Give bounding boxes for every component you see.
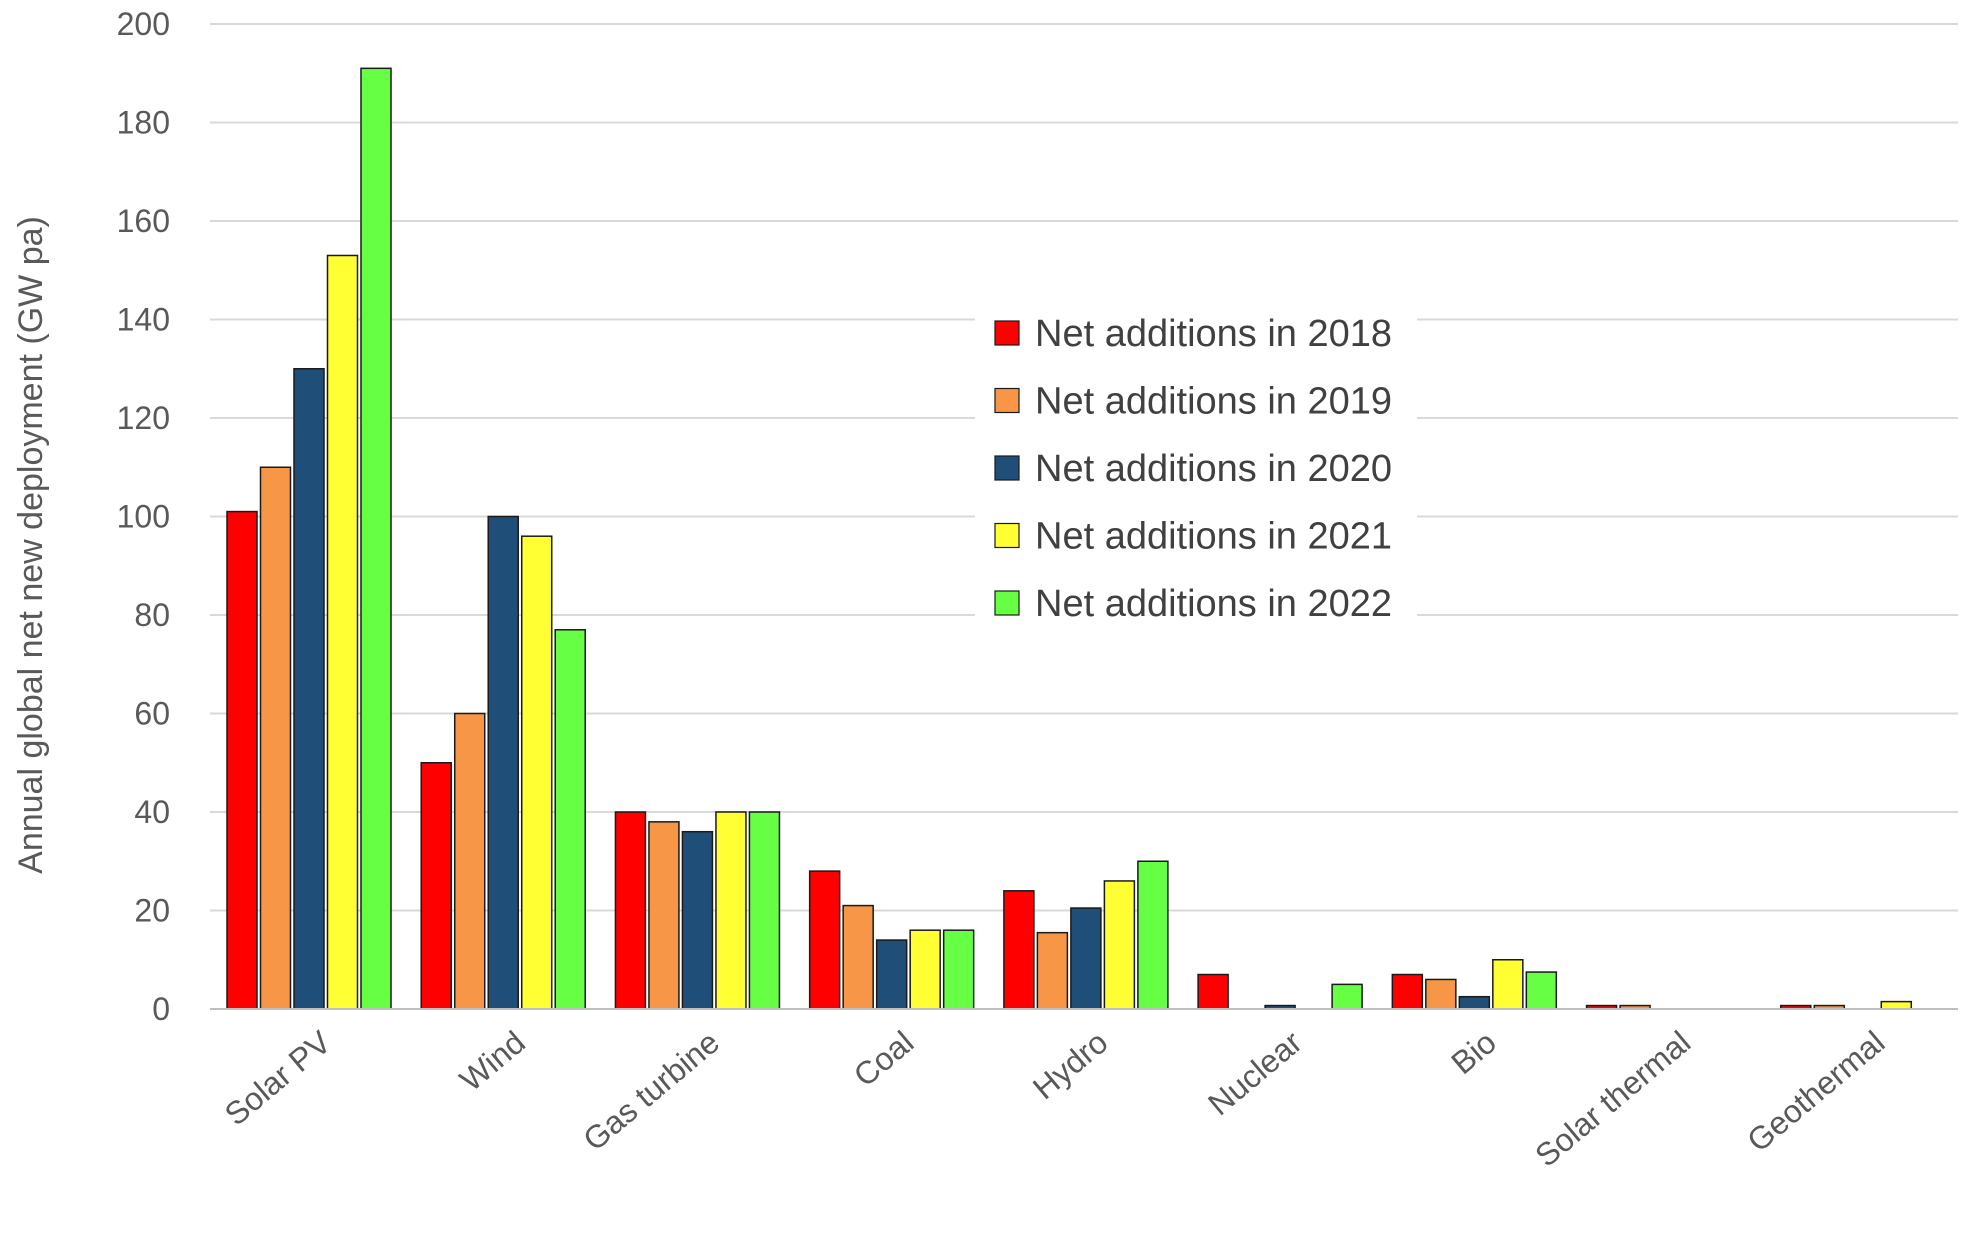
bar-wind-2018 [420, 762, 452, 1010]
bar-hydro-2022 [1137, 860, 1169, 1010]
legend-swatch [994, 522, 1020, 549]
legend-label: Net additions in 2022 [1035, 583, 1392, 625]
y-tick-label: 100 [117, 499, 170, 535]
x-tick-label: Coal [847, 1024, 921, 1094]
y-tick-label: 40 [134, 794, 170, 830]
y-tick-label: 120 [117, 400, 170, 436]
bar-hydro-2019 [1036, 931, 1069, 1010]
bar-gas-turbine-2020 [681, 830, 714, 1010]
legend-label: Net additions in 2021 [1035, 516, 1392, 558]
bar-nuclear-2018 [1197, 973, 1229, 1010]
y-tick-label: 60 [134, 696, 170, 732]
y-tick-label: 200 [117, 6, 170, 42]
bar-bio-2021 [1492, 959, 1524, 1010]
bar-solar-pv-2021 [326, 254, 359, 1010]
bar-gas-turbine-2021 [715, 811, 747, 1010]
bar-solar-pv-2022 [360, 67, 392, 1010]
x-tick-label: Bio [1444, 1024, 1503, 1081]
legend-swatch [994, 387, 1020, 414]
legend-background [975, 300, 1417, 630]
y-axis-ticks: 0 20 40 60 80 100 120 140 160 180 200 [117, 6, 170, 1027]
bar-wind-2021 [520, 535, 553, 1010]
x-tick-label: Wind [453, 1024, 532, 1098]
y-tick-label: 0 [152, 991, 170, 1027]
y-tick-label: 180 [117, 105, 170, 141]
legend-swatch [994, 590, 1020, 616]
x-tick-label: Gas turbine [576, 1024, 726, 1158]
y-tick-label: 80 [134, 597, 170, 633]
x-axis-ticks: Solar PV Wind Gas turbine Coal Hydro Nuclear B… [218, 1023, 1892, 1173]
y-tick-label: 160 [117, 203, 170, 239]
x-tick-label: Solar PV [218, 1023, 338, 1132]
bar-wind-2020 [487, 515, 519, 1010]
bar-gas-turbine-2022 [748, 811, 781, 1010]
bar-geothermal-2021 [1880, 1000, 1913, 1010]
bar-coal-2019 [842, 904, 874, 1010]
x-tick-label: Solar thermal [1528, 1024, 1697, 1174]
y-axis-title: Annual global net new deployment (GW pa) [12, 216, 50, 874]
x-tick-label: Hydro [1026, 1024, 1115, 1106]
bar-solar-pv-2020 [293, 368, 325, 1010]
bar-coal-2021 [909, 929, 941, 1010]
legend-label: Net additions in 2018 [1035, 313, 1392, 355]
bar-wind-2022 [554, 629, 586, 1010]
bar-bio-2020 [1458, 995, 1491, 1010]
bar-coal-2020 [875, 939, 908, 1010]
x-tick-label: Nuclear [1201, 1024, 1309, 1123]
legend-swatch [994, 320, 1020, 346]
bar-hydro-2021 [1103, 880, 1136, 1010]
legend: Net additions in 2018 Net additions in 20… [975, 300, 1417, 630]
bar-coal-2022 [942, 929, 975, 1010]
legend-label: Net additions in 2020 [1035, 448, 1392, 490]
bar-hydro-2018 [1003, 890, 1035, 1010]
bar-gas-turbine-2018 [614, 811, 647, 1010]
bar-hydro-2020 [1070, 907, 1102, 1010]
bar-bio-2018 [1391, 973, 1424, 1010]
bar-solar-pv-2019 [259, 466, 292, 1010]
y-tick-label: 20 [134, 893, 170, 929]
legend-label: Net additions in 2019 [1035, 381, 1392, 423]
bar-coal-2018 [808, 870, 841, 1010]
bar-nuclear-2022 [1331, 983, 1363, 1010]
x-tick-label: Geothermal [1740, 1024, 1891, 1159]
bar-bio-2019 [1425, 978, 1457, 1010]
bar-gas-turbine-2019 [648, 821, 680, 1010]
y-tick-label: 140 [117, 302, 170, 338]
bar-bio-2022 [1525, 971, 1558, 1010]
bar-solar-pv-2018 [226, 510, 258, 1010]
bar-wind-2019 [453, 712, 486, 1010]
legend-swatch [994, 455, 1020, 481]
